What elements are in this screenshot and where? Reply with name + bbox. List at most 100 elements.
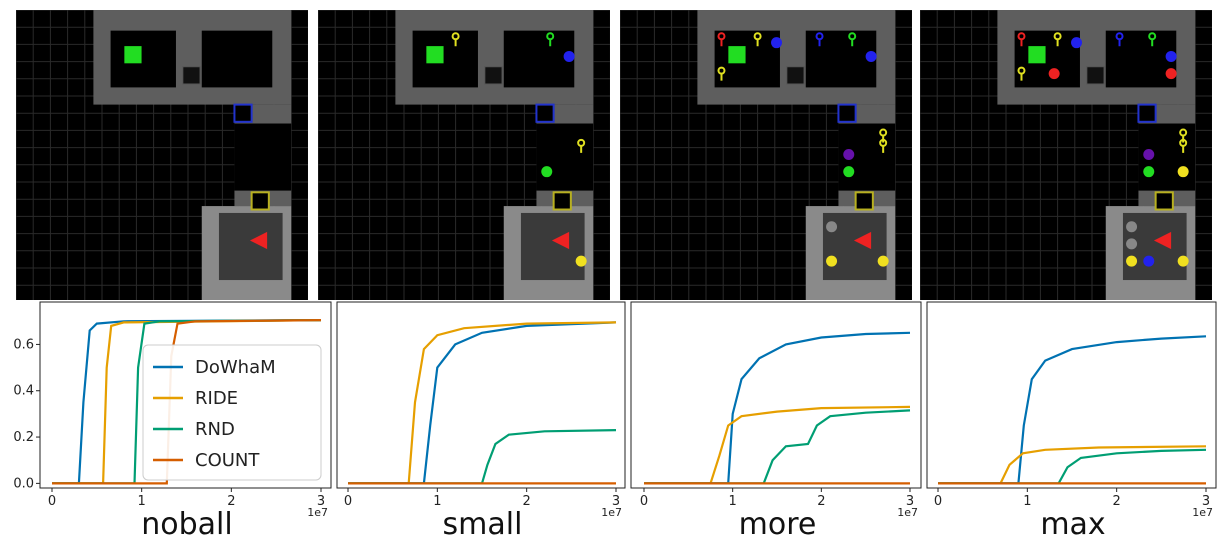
legend-label-ride: RIDE <box>195 388 238 409</box>
ball <box>1126 221 1138 233</box>
agent-triangle <box>249 231 268 250</box>
ball <box>563 50 575 62</box>
x-tick-label: 1 <box>138 494 146 509</box>
key <box>1115 32 1124 41</box>
door-blue <box>1137 103 1157 123</box>
door-blue <box>535 103 555 123</box>
plot-panel-max: 0 1 2 3 1e7 max <box>924 300 1219 537</box>
legend-label-dowham: DoWhaM <box>195 357 276 378</box>
key <box>1017 32 1026 41</box>
ball <box>1177 255 1189 267</box>
env-panel-max <box>920 10 1212 300</box>
room-lit <box>218 212 283 281</box>
key <box>717 32 726 41</box>
ball <box>1048 68 1060 80</box>
series-line-dowham <box>348 321 617 485</box>
series-line-dowham <box>644 331 911 485</box>
x-tick-label: 2 <box>523 494 531 509</box>
agent-triangle <box>551 231 570 250</box>
ball <box>541 166 553 178</box>
ball <box>1126 238 1138 250</box>
plot-frame <box>630 301 922 489</box>
ball <box>1143 255 1155 267</box>
ball <box>1126 255 1138 267</box>
x-multiplier-label: 1e7 <box>307 506 328 519</box>
door-grey <box>1086 66 1105 85</box>
chart-title: max <box>1040 507 1105 537</box>
series-line-ride <box>644 405 911 485</box>
ball <box>771 37 783 49</box>
y-tick-label: 0.6 <box>13 337 34 352</box>
series-line-count <box>52 319 322 485</box>
x-tick-label: 0 <box>48 494 56 509</box>
key <box>815 32 824 41</box>
ball <box>1165 68 1177 80</box>
x-tick-label: 3 <box>906 494 914 509</box>
door-yellow <box>1154 191 1174 211</box>
ball <box>1143 166 1155 178</box>
plot-frame <box>336 301 626 489</box>
x-tick-label: 3 <box>612 494 620 509</box>
ball <box>826 255 838 267</box>
x-multiplier-label: 1e7 <box>601 506 622 519</box>
ball <box>1177 166 1189 178</box>
room <box>1014 30 1080 88</box>
ball <box>865 50 877 62</box>
room <box>234 123 292 191</box>
legend-label-rnd: RND <box>195 419 235 440</box>
ball <box>1071 37 1083 49</box>
room <box>805 30 877 88</box>
x-tick-label: 2 <box>1113 494 1121 509</box>
series-line-dowham <box>938 335 1207 485</box>
key <box>451 32 460 41</box>
door-blue <box>837 103 857 123</box>
door-yellow <box>854 191 874 211</box>
plot-panel-small: 0 1 2 3 1e7 small <box>334 300 628 537</box>
agent-triangle <box>1153 231 1172 250</box>
x-tick-label: 1 <box>1023 494 1031 509</box>
room <box>412 30 478 88</box>
chart-title: small <box>443 507 523 537</box>
door-yellow <box>250 191 270 211</box>
x-tick-label: 0 <box>640 494 648 509</box>
series-line-rnd <box>644 409 911 485</box>
x-tick-label: 3 <box>317 494 325 509</box>
room <box>503 30 575 88</box>
env-grid-max <box>920 10 1212 300</box>
plot-panel-noball: 0.0 0.2 0.4 0.6 0 1 2 3 1e7 noball DoWhaM RIDE RND CO… <box>0 300 334 537</box>
x-tick-label: 0 <box>344 494 352 509</box>
y-tick-label: 0.4 <box>13 384 34 399</box>
goal-square <box>426 46 444 64</box>
room <box>110 30 176 88</box>
ball <box>843 148 855 160</box>
x-tick-label: 3 <box>1202 494 1210 509</box>
room <box>536 123 594 191</box>
x-tick-label: 2 <box>817 494 825 509</box>
env-grid-more <box>620 10 912 300</box>
door-yellow <box>552 191 572 211</box>
plot-frame <box>926 301 1217 489</box>
x-multiplier-label: 1e7 <box>1192 506 1213 519</box>
env-grid-noball <box>16 10 308 300</box>
ball <box>826 221 838 233</box>
chart-title: more <box>739 507 817 537</box>
legend-box <box>142 344 322 481</box>
ball <box>843 166 855 178</box>
ball <box>1165 50 1177 62</box>
door-blue <box>233 103 253 123</box>
x-tick-label: 1 <box>729 494 737 509</box>
chart-title: noball <box>141 507 232 537</box>
plot-frame <box>39 301 332 489</box>
room <box>201 30 273 88</box>
key <box>848 32 857 41</box>
room-lit <box>520 212 585 281</box>
env-panel-noball <box>16 10 308 300</box>
x-tick-label: 0 <box>934 494 942 509</box>
y-tick-label: 0.0 <box>13 476 34 491</box>
room <box>1105 30 1177 88</box>
key <box>1148 32 1157 41</box>
env-panel-more <box>620 10 912 300</box>
door-grey <box>786 66 805 85</box>
